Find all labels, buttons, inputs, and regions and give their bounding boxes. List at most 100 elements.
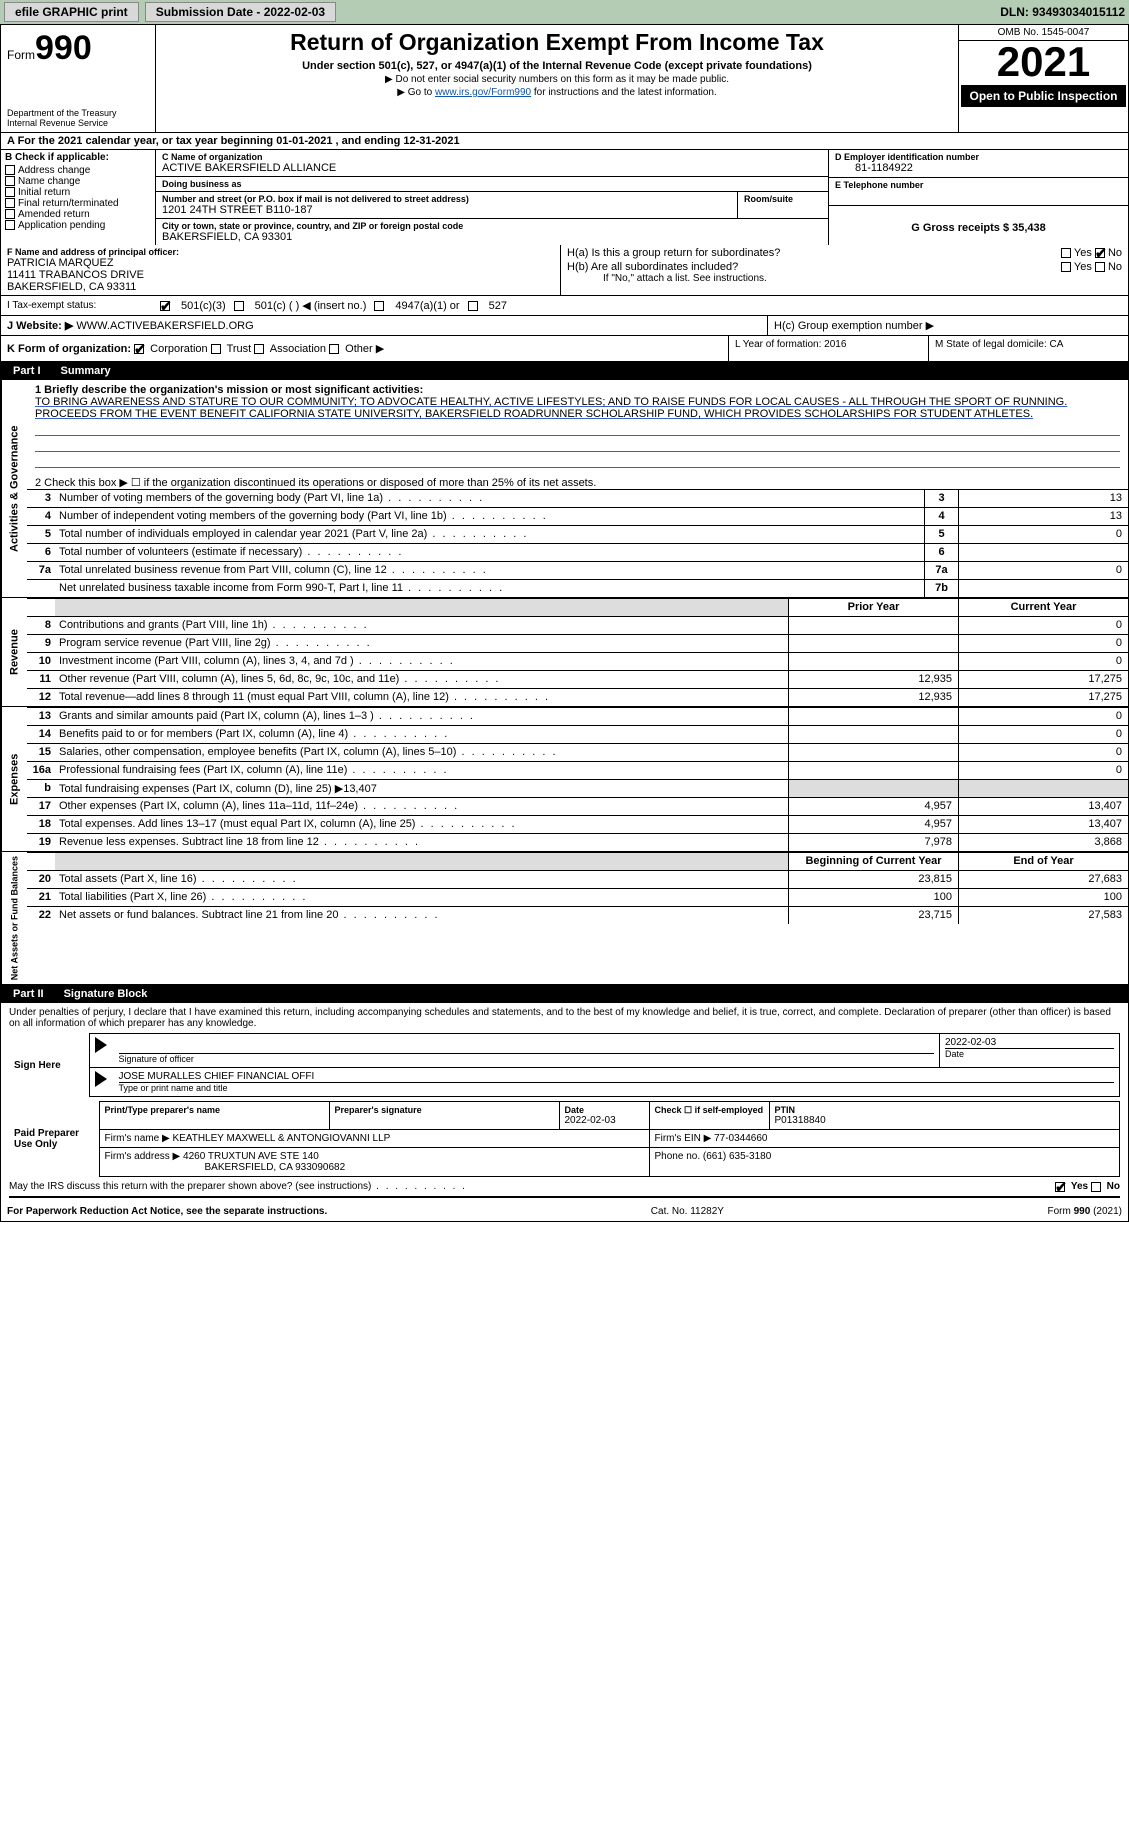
summary-row: 11Other revenue (Part VIII, column (A), … [27, 670, 1128, 688]
form-prefix: Form [7, 48, 35, 62]
arrow-icon [95, 1037, 107, 1053]
part2-header: Part II Signature Block [1, 985, 1128, 1003]
summary-row: 20Total assets (Part X, line 16)23,81527… [27, 870, 1128, 888]
efile-button[interactable]: efile GRAPHIC print [4, 2, 139, 22]
summary-row: bTotal fundraising expenses (Part IX, co… [27, 779, 1128, 797]
state-domicile: M State of legal domicile: CA [928, 336, 1128, 361]
chk-initial[interactable]: Initial return [1, 187, 155, 198]
paid-preparer-table: Paid Preparer Use Only Print/Type prepar… [9, 1101, 1120, 1177]
h-block: H(a) Is this a group return for subordin… [561, 245, 1128, 295]
website-hc-row: J Website: ▶ WWW.ACTIVEBAKERSFIELD.ORG H… [1, 316, 1128, 336]
form-type-row: K Form of organization: Corporation Trus… [1, 336, 1128, 362]
open-public-badge: Open to Public Inspection [961, 85, 1126, 107]
summary-row: 12Total revenue—add lines 8 through 11 (… [27, 688, 1128, 706]
form-subtitle: Under section 501(c), 527, or 4947(a)(1)… [164, 60, 950, 72]
part1-header: Part I Summary [1, 362, 1128, 380]
top-bar: efile GRAPHIC print Submission Date - 20… [0, 0, 1129, 24]
vtab-activities: Activities & Governance [1, 380, 27, 597]
section-revenue: Revenue Prior Year Current Year 8Contrib… [1, 598, 1128, 707]
summary-row: 3Number of voting members of the governi… [27, 489, 1128, 507]
may-irs-yes-checkbox[interactable] [1055, 1182, 1065, 1192]
firm-phone: Phone no. (661) 635-3180 [649, 1148, 1120, 1177]
dept-label: Department of the Treasury [7, 108, 149, 118]
gross-receipts: G Gross receipts $ 35,438 [835, 222, 1122, 234]
header-right: OMB No. 1545-0047 2021 Open to Public In… [958, 25, 1128, 132]
summary-row: Net unrelated business taxable income fr… [27, 579, 1128, 597]
declaration-text: Under penalties of perjury, I declare th… [9, 1007, 1120, 1029]
q2-text: 2 Check this box ▶ ☐ if the organization… [27, 472, 1128, 489]
submission-date-button[interactable]: Submission Date - 2022-02-03 [145, 2, 336, 22]
summary-row: 15Salaries, other compensation, employee… [27, 743, 1128, 761]
sign-here-table: Sign Here Signature of officer 2022-02-0… [9, 1033, 1120, 1097]
footer-cat: Cat. No. 11282Y [651, 1206, 724, 1217]
firm-addr2: BAKERSFIELD, CA 933090682 [105, 1162, 346, 1173]
vtab-revenue: Revenue [1, 598, 27, 706]
firm-ein: Firm's EIN ▶ 77-0344660 [649, 1130, 1120, 1148]
preparer-date: 2022-02-03 [565, 1115, 644, 1126]
ptin-value: P01318840 [775, 1115, 1115, 1126]
sign-here-label: Sign Here [9, 1034, 89, 1097]
summary-row: 4Number of independent voting members of… [27, 507, 1128, 525]
form-container: Form990 Department of the Treasury Inter… [0, 24, 1129, 1222]
summary-row: 8Contributions and grants (Part VIII, li… [27, 616, 1128, 634]
summary-row: 18Total expenses. Add lines 13–17 (must … [27, 815, 1128, 833]
org-address: 1201 24TH STREET B110-187 [162, 204, 731, 216]
vtab-netassets: Net Assets or Fund Balances [1, 852, 27, 984]
irs-label: Internal Revenue Service [7, 118, 149, 128]
ssn-note: ▶ Do not enter social security numbers o… [164, 74, 950, 85]
ha-no-checkbox[interactable] [1095, 248, 1105, 258]
officer-addr2: BAKERSFIELD, CA 93311 [7, 281, 554, 293]
section-activities: Activities & Governance 1 Briefly descri… [1, 380, 1128, 598]
summary-row: 9Program service revenue (Part VIII, lin… [27, 634, 1128, 652]
calendar-year-line: A For the 2021 calendar year, or tax yea… [1, 133, 1128, 150]
summary-row: 6Total number of volunteers (estimate if… [27, 543, 1128, 561]
footer-left: For Paperwork Reduction Act Notice, see … [7, 1206, 327, 1217]
chk-address[interactable]: Address change [1, 165, 155, 176]
right-column: D Employer identification number 81-1184… [828, 150, 1128, 245]
signature-block: Under penalties of perjury, I declare th… [1, 1003, 1128, 1202]
chk-name[interactable]: Name change [1, 176, 155, 187]
org-name: ACTIVE BAKERSFIELD ALLIANCE [162, 162, 822, 174]
year-formation: L Year of formation: 2016 [728, 336, 928, 361]
chk-final[interactable]: Final return/terminated [1, 198, 155, 209]
ein-value: 81-1184922 [835, 162, 1122, 174]
chk-app-pending[interactable]: Application pending [1, 220, 155, 231]
tax-year: 2021 [959, 41, 1128, 83]
ft-corp-checkbox[interactable] [134, 344, 144, 354]
summary-row: 14Benefits paid to or for members (Part … [27, 725, 1128, 743]
summary-row: 19Revenue less expenses. Subtract line 1… [27, 833, 1128, 851]
officer-h-row: F Name and address of principal officer:… [1, 245, 1128, 296]
mission-text: TO BRING AWARENESS AND STATURE TO OUR CO… [35, 396, 1120, 420]
summary-row: 16aProfessional fundraising fees (Part I… [27, 761, 1128, 779]
vtab-expenses: Expenses [1, 707, 27, 851]
irs-link[interactable]: www.irs.gov/Form990 [435, 87, 531, 98]
form-header: Form990 Department of the Treasury Inter… [1, 25, 1128, 133]
chk-amended[interactable]: Amended return [1, 209, 155, 220]
status-501c3-checkbox[interactable] [160, 301, 170, 311]
form-title: Return of Organization Exempt From Incom… [164, 29, 950, 56]
check-column-b: B Check if applicable: Address change Na… [1, 150, 156, 245]
dln-label: DLN: 93493034015112 [1000, 5, 1125, 19]
org-city: BAKERSFIELD, CA 93301 [162, 231, 822, 243]
form-number: 990 [35, 29, 92, 67]
org-column: C Name of organization ACTIVE BAKERSFIEL… [156, 150, 828, 245]
section-netassets: Net Assets or Fund Balances Beginning of… [1, 852, 1128, 985]
header-left: Form990 Department of the Treasury Inter… [1, 25, 156, 132]
officer-name: PATRICIA MARQUEZ [7, 257, 554, 269]
summary-row: 22Net assets or fund balances. Subtract … [27, 906, 1128, 924]
website-value: WWW.ACTIVEBAKERSFIELD.ORG [76, 320, 253, 332]
summary-row: 5Total number of individuals employed in… [27, 525, 1128, 543]
firm-name: KEATHLEY MAXWELL & ANTONGIOVANNI LLP [172, 1133, 390, 1144]
summary-row: 7aTotal unrelated business revenue from … [27, 561, 1128, 579]
header-mid: Return of Organization Exempt From Incom… [156, 25, 958, 132]
summary-row: 13Grants and similar amounts paid (Part … [27, 707, 1128, 725]
footer: For Paperwork Reduction Act Notice, see … [1, 1202, 1128, 1221]
officer-block: F Name and address of principal officer:… [1, 245, 561, 295]
arrow-icon [95, 1071, 107, 1087]
goto-note: ▶ Go to www.irs.gov/Form990 for instruct… [164, 87, 950, 98]
sig-date: 2022-02-03 [945, 1037, 1114, 1048]
summary-row: 10Investment income (Part VIII, column (… [27, 652, 1128, 670]
tax-status-row: I Tax-exempt status: 501(c)(3) 501(c) ( … [1, 296, 1128, 316]
firm-addr1: 4260 TRUXTUN AVE STE 140 [183, 1151, 319, 1162]
officer-print-name: JOSE MURALLES CHIEF FINANCIAL OFFI [119, 1071, 1115, 1082]
